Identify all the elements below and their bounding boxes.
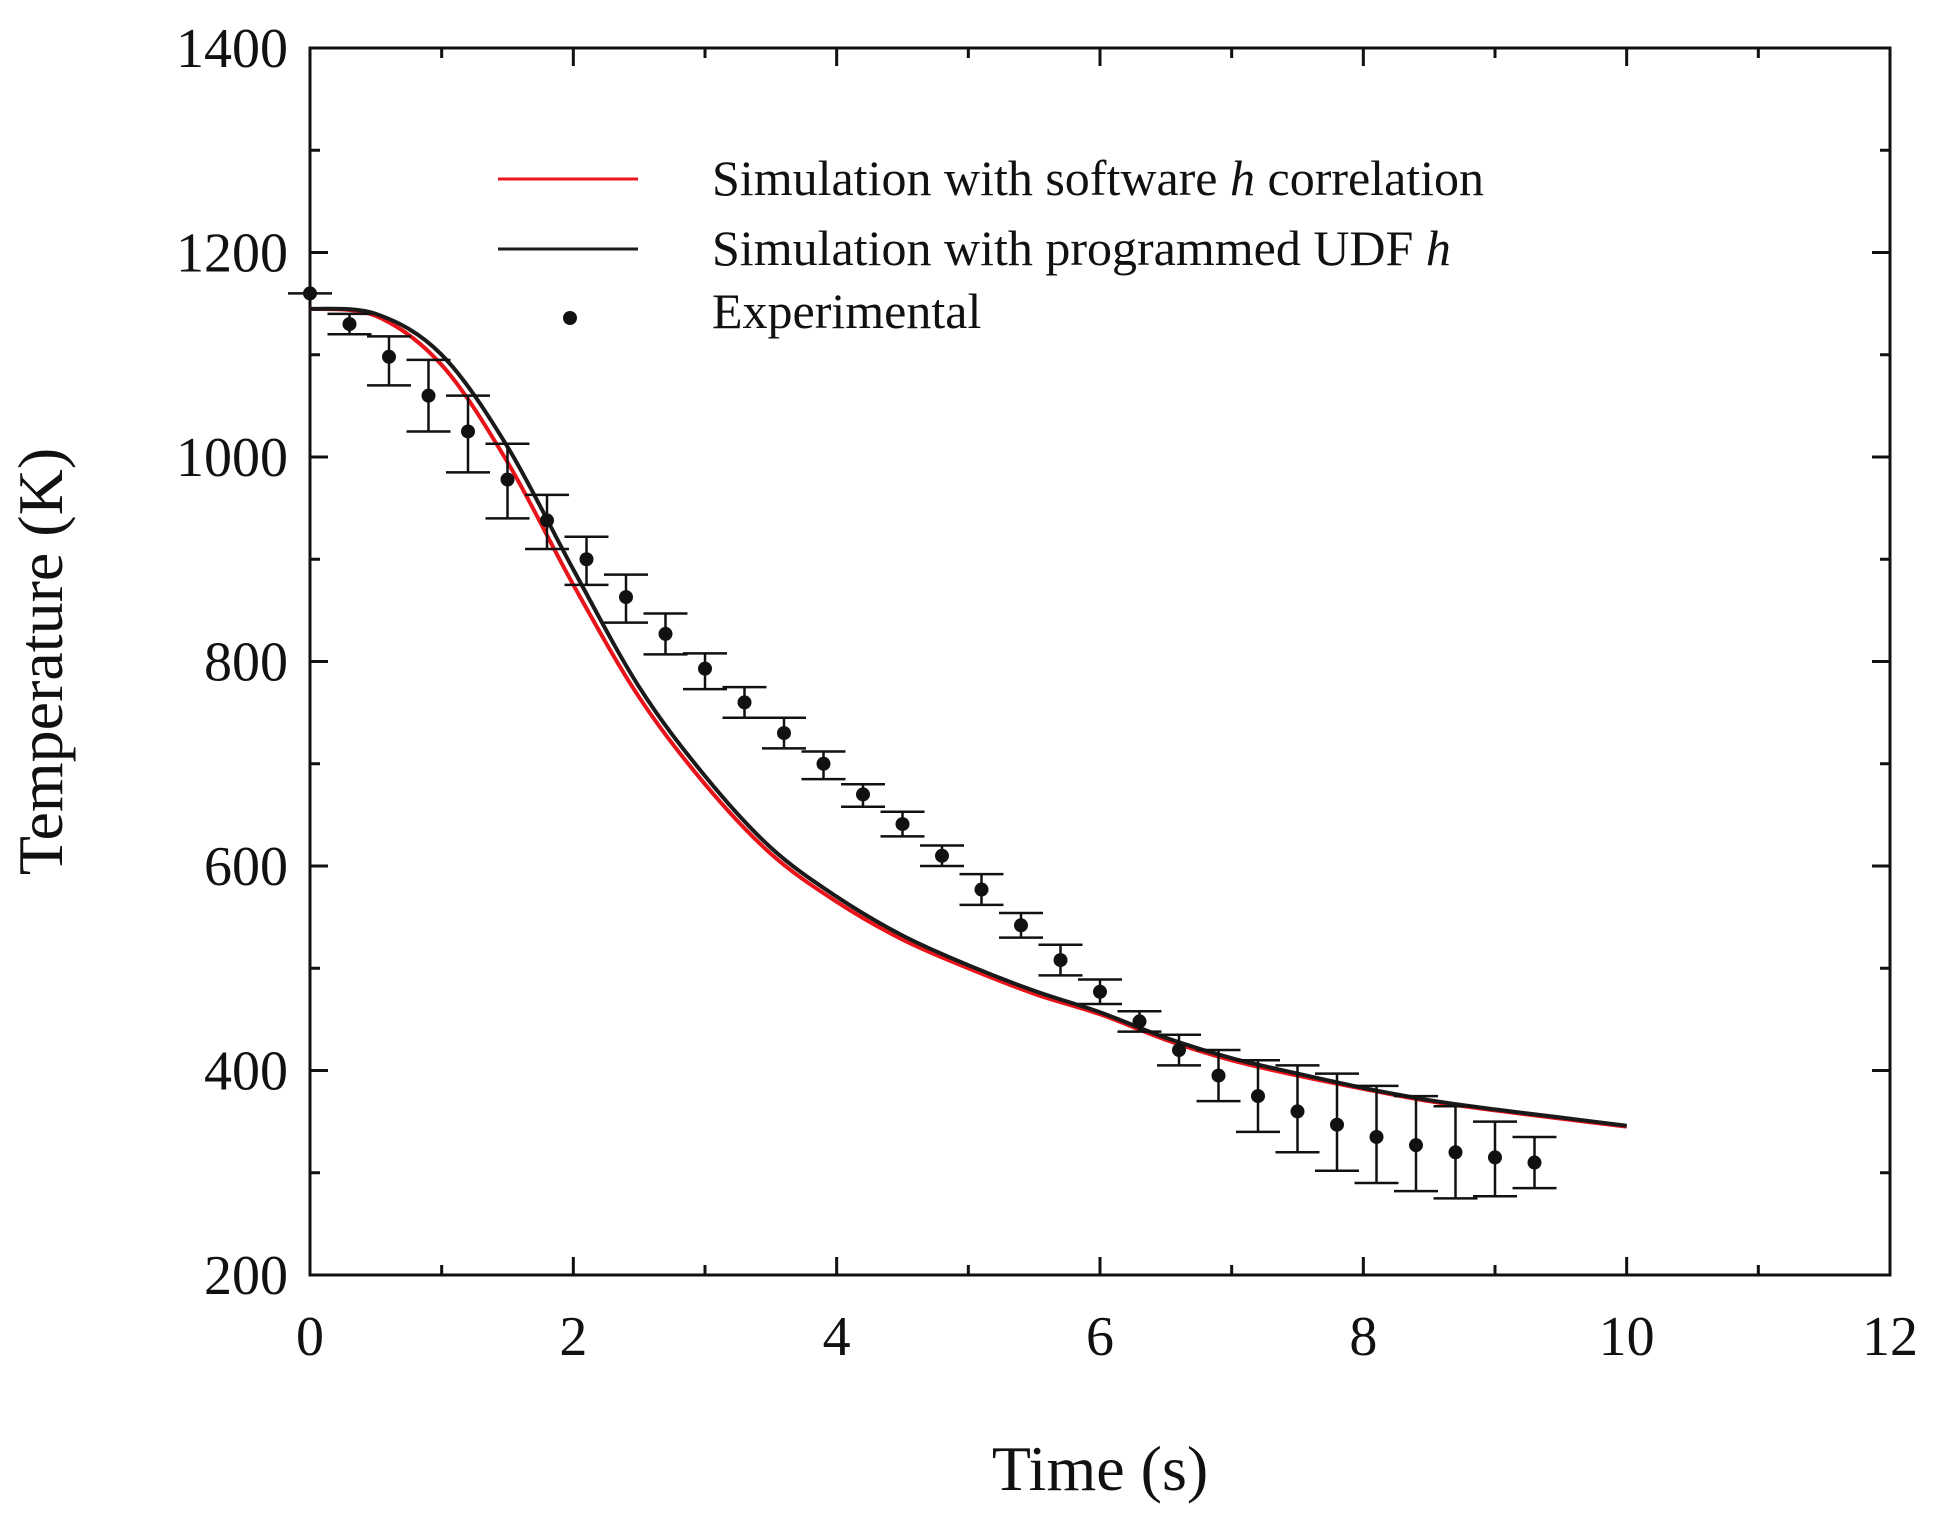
data-point — [382, 349, 396, 364]
data-point — [895, 817, 910, 832]
x-tick-label: 0 — [296, 1306, 324, 1368]
legend-label-part: Simulation with software — [712, 150, 1230, 206]
axis-ticks — [308, 46, 1892, 1277]
legend-label-part: Experimental — [712, 283, 981, 339]
data-point — [619, 590, 633, 605]
data-point — [1527, 1155, 1542, 1170]
data-point — [974, 882, 989, 897]
x-tick-label: 4 — [823, 1306, 851, 1368]
data-point — [737, 695, 752, 710]
data-point — [342, 317, 357, 332]
data-point — [698, 661, 712, 676]
data-point — [500, 472, 515, 487]
data-point — [1251, 1089, 1265, 1104]
data-point — [1488, 1150, 1502, 1165]
legend: Simulation with software h correlation S… — [498, 150, 1484, 339]
y-tick-label: 1200 — [176, 223, 288, 285]
legend-label-udf-h: Simulation with programmed UDF h — [712, 220, 1451, 276]
data-point — [1014, 918, 1028, 933]
data-point — [579, 552, 594, 567]
x-tick-label: 12 — [1862, 1306, 1918, 1368]
series-line-1 — [309, 306, 1627, 1128]
data-point — [1093, 984, 1107, 999]
data-point — [1409, 1138, 1423, 1153]
data-point — [1448, 1145, 1463, 1160]
legend-label-italic: h — [1230, 150, 1255, 206]
data-point — [1290, 1104, 1305, 1119]
data-point — [540, 513, 554, 528]
x-tick-label: 8 — [1349, 1306, 1377, 1368]
legend-swatch-experimental — [563, 311, 577, 325]
legend-label-part: correlation — [1255, 150, 1484, 206]
y-tick-label: 200 — [204, 1245, 288, 1307]
y-tick-label: 1400 — [176, 18, 288, 80]
legend-label-part: Simulation with programmed UDF — [712, 220, 1426, 276]
series-line-0 — [309, 306, 1627, 1129]
data-point — [1330, 1117, 1344, 1132]
data-point — [816, 756, 831, 771]
data-point — [303, 286, 317, 301]
x-tick-label: 2 — [559, 1306, 587, 1368]
data-point — [935, 848, 949, 863]
y-axis-title: Temperature (K) — [5, 448, 76, 875]
data-point — [1369, 1129, 1384, 1144]
data-point — [1172, 1043, 1186, 1058]
legend-label-experimental: Experimental — [712, 283, 981, 339]
data-point — [421, 388, 436, 403]
x-axis-title: Time (s) — [992, 1433, 1208, 1504]
y-tick-label: 400 — [204, 1041, 288, 1103]
data-point — [1053, 953, 1068, 968]
legend-label-italic: h — [1426, 220, 1451, 276]
y-tick-label: 600 — [204, 836, 288, 898]
series-layer — [288, 286, 1627, 1200]
y-tick-label: 800 — [204, 632, 288, 694]
x-tick-label: 6 — [1086, 1306, 1114, 1368]
tick-labels: 0 2 4 6 8 10 12 200 400 600 800 1000 1200 1400 — [176, 18, 1918, 1368]
data-point — [1132, 1014, 1147, 1029]
data-point — [777, 726, 791, 741]
data-point — [1211, 1068, 1226, 1083]
x-tick-label: 10 — [1599, 1306, 1655, 1368]
data-point — [461, 424, 475, 439]
data-point — [856, 787, 870, 802]
legend-label-software-h: Simulation with software h correlation — [712, 150, 1484, 206]
data-point — [658, 626, 673, 641]
y-tick-label: 1000 — [176, 427, 288, 489]
axes — [308, 46, 1892, 1277]
